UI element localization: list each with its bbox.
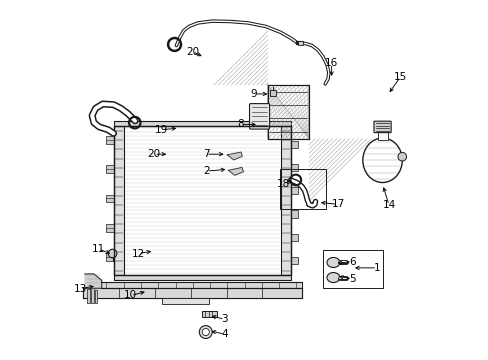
Text: 6: 6 <box>348 257 355 267</box>
Bar <box>290 234 297 241</box>
Bar <box>94 290 97 303</box>
Bar <box>377 132 387 140</box>
Circle shape <box>108 249 117 258</box>
Bar <box>162 298 208 304</box>
Circle shape <box>397 152 406 161</box>
Circle shape <box>202 328 209 336</box>
Bar <box>87 289 90 303</box>
Text: 10: 10 <box>124 291 137 301</box>
Bar <box>113 275 290 280</box>
Polygon shape <box>227 152 242 160</box>
Bar <box>113 126 290 275</box>
Text: 20: 20 <box>147 149 161 159</box>
Text: 5: 5 <box>348 274 355 284</box>
Bar <box>290 257 297 264</box>
Bar <box>101 282 301 288</box>
Bar <box>267 85 308 139</box>
Bar <box>113 121 290 126</box>
Bar <box>323 249 382 288</box>
Bar <box>105 165 113 173</box>
FancyBboxPatch shape <box>373 121 390 133</box>
Ellipse shape <box>326 257 339 267</box>
Ellipse shape <box>326 273 339 283</box>
Polygon shape <box>83 288 301 298</box>
Ellipse shape <box>362 138 402 183</box>
Bar <box>113 126 123 275</box>
FancyBboxPatch shape <box>249 104 269 129</box>
Text: 3: 3 <box>221 314 227 324</box>
Text: 15: 15 <box>393 72 407 82</box>
Bar <box>105 253 113 261</box>
Text: 17: 17 <box>331 199 345 210</box>
Text: 16: 16 <box>325 58 338 68</box>
Bar <box>202 311 216 317</box>
Text: 13: 13 <box>74 284 87 294</box>
Text: 8: 8 <box>237 120 244 129</box>
Text: 18: 18 <box>276 179 289 189</box>
Text: 2: 2 <box>203 166 210 176</box>
Bar <box>123 126 281 275</box>
Bar <box>105 194 113 202</box>
Bar <box>290 211 297 218</box>
Bar <box>267 85 308 139</box>
Text: 14: 14 <box>382 200 395 210</box>
Bar <box>269 90 276 96</box>
Circle shape <box>199 325 212 338</box>
Text: 19: 19 <box>154 125 167 135</box>
Text: 12: 12 <box>131 248 144 258</box>
Bar <box>290 140 297 148</box>
Text: 1: 1 <box>373 263 380 273</box>
Text: 7: 7 <box>203 149 209 159</box>
Polygon shape <box>228 167 243 175</box>
Text: 9: 9 <box>250 89 257 99</box>
Text: 20: 20 <box>185 46 199 57</box>
Bar <box>91 288 94 303</box>
Text: 11: 11 <box>91 244 104 254</box>
Bar <box>105 136 113 144</box>
Bar <box>105 224 113 231</box>
Bar <box>281 126 290 275</box>
Bar <box>290 164 297 171</box>
Bar <box>298 41 302 45</box>
Polygon shape <box>85 274 102 288</box>
Bar <box>279 168 325 209</box>
Text: 4: 4 <box>221 329 227 339</box>
Bar <box>290 187 297 194</box>
